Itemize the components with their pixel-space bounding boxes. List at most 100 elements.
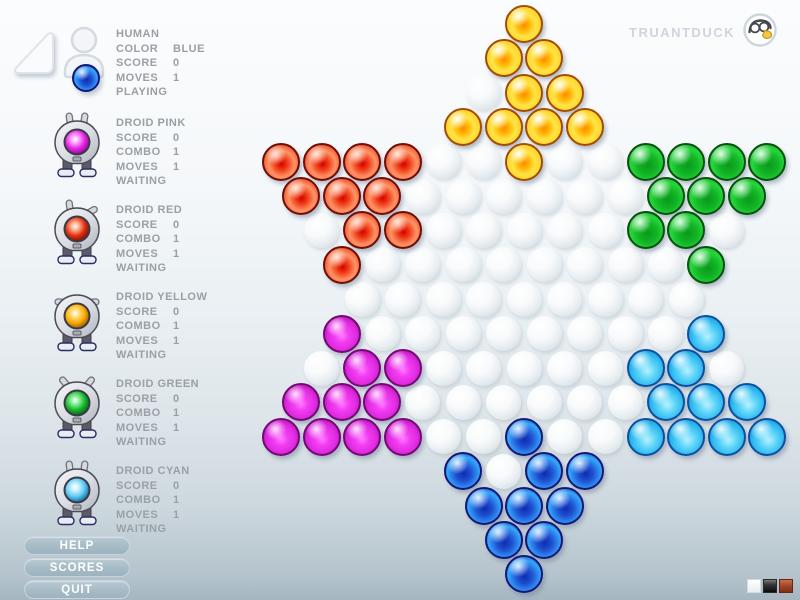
marble-blue[interactable] — [525, 521, 564, 559]
board-hole[interactable] — [547, 281, 582, 317]
marble-red[interactable] — [343, 142, 381, 181]
marble-cyan[interactable] — [626, 349, 665, 387]
black-square-button[interactable] — [763, 579, 777, 593]
board-hole[interactable] — [567, 178, 603, 214]
board-hole[interactable] — [607, 316, 643, 352]
marble-red[interactable] — [282, 177, 321, 215]
board-hole[interactable] — [547, 144, 582, 180]
board-hole[interactable] — [547, 419, 582, 455]
marble-red[interactable] — [322, 245, 361, 284]
board-hole[interactable] — [405, 247, 441, 283]
marble-cyan[interactable] — [687, 314, 726, 353]
marble-yellow[interactable] — [484, 108, 523, 147]
board-hole[interactable] — [567, 247, 603, 283]
board-hole[interactable] — [648, 247, 684, 283]
board-hole[interactable] — [648, 316, 684, 352]
marble-blue[interactable] — [545, 486, 584, 525]
board-hole[interactable] — [304, 212, 339, 248]
marble-cyan[interactable] — [727, 383, 766, 422]
marble-green[interactable] — [727, 177, 766, 215]
marble-blue[interactable] — [444, 452, 483, 491]
marble-blue[interactable] — [484, 521, 523, 559]
marble-cyan[interactable] — [707, 417, 746, 456]
marble-yellow[interactable] — [484, 39, 523, 78]
marble-cyan[interactable] — [667, 349, 705, 387]
marble-green[interactable] — [687, 245, 726, 284]
board-hole[interactable] — [567, 316, 603, 352]
marble-red[interactable] — [262, 142, 300, 181]
board-hole[interactable] — [709, 350, 744, 386]
marble-cyan[interactable] — [626, 417, 665, 456]
board-hole[interactable] — [486, 316, 522, 352]
marble-magenta[interactable] — [302, 417, 341, 456]
board-hole[interactable] — [526, 316, 562, 352]
marble-blue[interactable] — [565, 452, 604, 491]
white-square-button[interactable] — [747, 579, 761, 593]
board-hole[interactable] — [587, 144, 623, 180]
marble-blue[interactable] — [505, 486, 543, 525]
marble-blue[interactable] — [505, 555, 543, 594]
marble-yellow[interactable] — [505, 5, 543, 43]
marble-yellow[interactable] — [444, 108, 483, 147]
board-hole[interactable] — [445, 247, 481, 283]
help-button[interactable]: HELP — [24, 536, 130, 555]
marble-yellow[interactable] — [565, 108, 604, 147]
quit-button[interactable]: QUIT — [24, 580, 130, 599]
marble-red[interactable] — [322, 177, 361, 215]
board-hole[interactable] — [547, 212, 582, 248]
board-hole[interactable] — [668, 281, 704, 317]
marble-magenta[interactable] — [322, 383, 361, 422]
board-hole[interactable] — [506, 212, 542, 248]
board-hole[interactable] — [506, 281, 542, 317]
board-hole[interactable] — [425, 281, 461, 317]
board-hole[interactable] — [466, 350, 501, 386]
board-hole[interactable] — [304, 350, 339, 386]
board-hole[interactable] — [425, 350, 461, 386]
marble-cyan[interactable] — [748, 417, 786, 456]
marble-magenta[interactable] — [262, 417, 300, 456]
board-hole[interactable] — [445, 316, 481, 352]
board-hole[interactable] — [445, 178, 481, 214]
board-hole[interactable] — [364, 247, 400, 283]
marble-green[interactable] — [667, 211, 705, 250]
marble-magenta[interactable] — [343, 349, 381, 387]
board-hole[interactable] — [587, 281, 623, 317]
marble-red[interactable] — [383, 211, 422, 250]
board-hole[interactable] — [547, 350, 582, 386]
board-hole[interactable] — [526, 178, 562, 214]
board-hole[interactable] — [466, 419, 501, 455]
board-hole[interactable] — [607, 247, 643, 283]
board-hole[interactable] — [385, 281, 420, 317]
marble-green[interactable] — [626, 142, 665, 181]
board-hole[interactable] — [425, 212, 461, 248]
marble-yellow[interactable] — [505, 142, 543, 181]
board-hole[interactable] — [587, 419, 623, 455]
back-arrow-button[interactable] — [8, 28, 60, 83]
marble-blue[interactable] — [505, 417, 543, 456]
scores-button[interactable]: SCORES — [24, 558, 130, 577]
marble-blue[interactable] — [525, 452, 564, 491]
marble-magenta[interactable] — [322, 314, 361, 353]
marble-cyan[interactable] — [667, 417, 705, 456]
marble-red[interactable] — [302, 142, 341, 181]
marble-green[interactable] — [707, 142, 746, 181]
marble-yellow[interactable] — [505, 73, 543, 112]
board-hole[interactable] — [607, 178, 643, 214]
board-hole[interactable] — [628, 281, 663, 317]
marble-green[interactable] — [667, 142, 705, 181]
board-hole[interactable] — [709, 212, 744, 248]
marble-green[interactable] — [748, 142, 786, 181]
board-hole[interactable] — [466, 212, 501, 248]
board-hole[interactable] — [405, 178, 441, 214]
board-hole[interactable] — [466, 75, 501, 111]
marble-magenta[interactable] — [383, 349, 422, 387]
marble-yellow[interactable] — [525, 108, 564, 147]
board-hole[interactable] — [486, 453, 522, 489]
marble-red[interactable] — [343, 211, 381, 250]
board-hole[interactable] — [466, 144, 501, 180]
board-hole[interactable] — [567, 384, 603, 420]
marble-red[interactable] — [383, 142, 422, 181]
marble-green[interactable] — [626, 211, 665, 250]
board-hole[interactable] — [607, 384, 643, 420]
marble-red[interactable] — [363, 177, 402, 215]
